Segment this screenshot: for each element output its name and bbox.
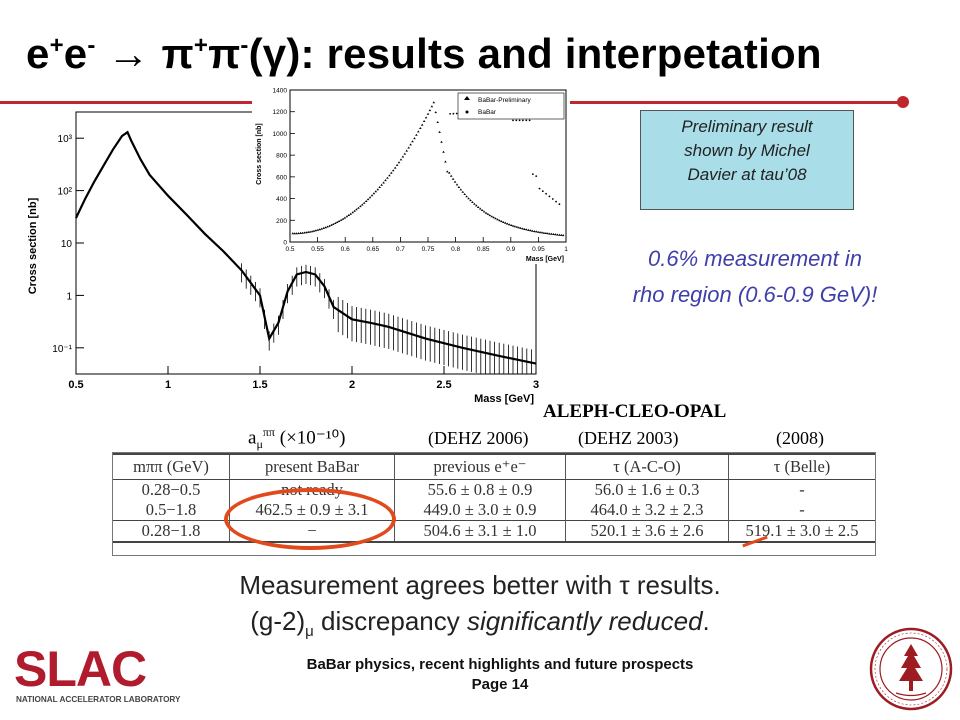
inset-plot-xtick-label: 0.5 — [285, 246, 294, 253]
title-rule-dot — [897, 96, 909, 108]
inset-legend-entry-2: BaBar — [478, 109, 497, 116]
table-header-row: mππ (GeV) present BaBar previous e⁺e⁻ τ … — [113, 453, 875, 480]
table-cell: 464.0 ± 3.2 ± 2.3 — [565, 500, 729, 521]
table-cell: 520.1 ± 3.6 ± 2.6 — [565, 520, 729, 543]
preliminary-note-line-2: shown by Michel — [684, 141, 810, 160]
inset-plot-ytick-label: 0 — [283, 240, 287, 247]
inset-plot-ytick-label: 600 — [276, 174, 287, 181]
inset-plot-xtick-label: 1 — [564, 246, 568, 253]
inset-plot-ytick-label: 1000 — [273, 131, 288, 138]
inset-plot-xtick-label: 0.55 — [311, 246, 324, 253]
table-cell: 0.5−1.8 — [145, 500, 197, 519]
table-row: 0.28−0.5 not ready 55.6 ± 0.8 ± 0.9 56.0… — [113, 479, 875, 500]
inset-plot-xtick-label: 0.75 — [422, 246, 435, 253]
table-header: τ (Belle) — [728, 453, 875, 480]
footer-title: BaBar physics, recent highlights and fut… — [306, 656, 694, 673]
inset-plot-ylabel: Cross section [nb] — [256, 123, 263, 184]
table-cell: - — [728, 479, 875, 500]
main-plot-ytick-label: 10² — [58, 187, 73, 198]
main-plot-ytick-label: 10⁻¹ — [52, 344, 72, 355]
inset-plot-ytick-label: 1200 — [273, 109, 288, 116]
stanford-seal-icon — [869, 627, 953, 711]
inset-plot-xtick-label: 0.85 — [477, 246, 490, 253]
table-cell: 519.1 ± 3.0 ± 2.5 — [728, 520, 875, 543]
measurement-highlight: 0.6% measurement in rho region (0.6-0.9 … — [560, 241, 950, 313]
main-plot-xlabel: Mass [GeV] — [474, 393, 534, 405]
table-header: present BaBar — [229, 453, 395, 480]
colhdr-2008: (2008) — [776, 428, 824, 448]
slac-logo: SLAC NATIONAL ACCELERATOR LABORATORY — [14, 642, 181, 704]
table-cell: 55.6 ± 0.8 ± 0.9 — [394, 479, 566, 500]
main-plot-xtick-label: 0.5 — [68, 379, 83, 391]
inset-cross-section-plot: 0.5 0.55 0.6 0.65 0.7 0.75 0.8 0.85 0.9 0.95 1 0 20… — [252, 84, 568, 264]
table-cell: 449.0 ± 3.0 ± 0.9 — [394, 500, 566, 521]
inset-legend: BaBar-Preliminary BaBar — [457, 92, 565, 120]
highlight-line-1: 0.6% measurement in — [648, 246, 862, 271]
colhdr-dehz-2006: (DEHZ 2006) — [428, 428, 529, 448]
title-rule-right — [570, 101, 900, 104]
inset-plot-xlabel: Mass [GeV] — [526, 256, 564, 263]
inset-plot-xtick-label: 0.7 — [396, 246, 405, 253]
babar-result-ellipse — [224, 488, 396, 550]
preliminary-note-line-1: Preliminary result — [681, 117, 813, 136]
results-table: mππ (GeV) present BaBar previous e⁺e⁻ τ … — [112, 452, 876, 556]
main-plot-ytick-label: 10 — [61, 239, 73, 250]
highlight-line-2: rho region (0.6-0.9 GeV)! — [632, 282, 878, 307]
main-plot-ytick-label: 1 — [66, 291, 72, 302]
table-header: previous e⁺e⁻ — [394, 453, 566, 480]
main-plot-ytick-label: 10³ — [58, 134, 73, 145]
inset-plot-xtick-label: 0.9 — [506, 246, 515, 253]
conclusion-line-2: (g-2)μ discrepancy significantly reduced… — [250, 606, 710, 641]
preliminary-note: Preliminary result shown by Michel Davie… — [640, 110, 854, 210]
inset-plot-xtick-label: 0.6 — [341, 246, 350, 253]
table-cell: - — [728, 500, 875, 521]
table-header: τ (A-C-O) — [565, 453, 729, 480]
main-plot-xtick-label: 1 — [165, 379, 171, 391]
inset-plot-ytick-label: 1400 — [273, 88, 288, 95]
inset-plot-xtick-label: 0.65 — [366, 246, 379, 253]
table-cell: 56.0 ± 1.6 ± 0.3 — [565, 479, 729, 500]
table-cell: 504.6 ± 3.1 ± 1.0 — [394, 520, 566, 543]
colhdr-dehz-2003: (DEHZ 2003) — [578, 428, 679, 448]
table-cell: 0.28−0.5 — [141, 480, 201, 499]
aleph-cleo-opal-label: ALEPH-CLEO-OPAL — [543, 401, 727, 422]
main-cross-section-plot: 0.5 1 1.5 2 2.5 3 10³ 10² 10 1 10⁻¹ Cross section… — [27, 111, 539, 405]
main-plot-ylabel: Cross section [nb] — [27, 197, 39, 294]
slide-title: e+e- → π+π-(γ): results and interpetatio… — [26, 30, 822, 77]
inset-plot-xtick-label: 0.95 — [532, 246, 545, 253]
inset-plot-ytick-label: 800 — [276, 153, 287, 160]
table-header: mππ (GeV) — [113, 453, 230, 480]
main-plot-xtick-label: 1.5 — [252, 379, 267, 391]
main-plot-xtick-label: 2 — [349, 379, 355, 391]
preliminary-note-line-3: Davier at tau’08 — [687, 165, 807, 184]
title-rule-left — [0, 101, 262, 104]
inset-plot-ytick-label: 400 — [276, 196, 287, 203]
conclusion-line-1: Measurement agrees better with τ results… — [239, 570, 721, 600]
inset-legend-entry-1: BaBar-Preliminary — [478, 97, 531, 104]
inset-plot-xtick-label: 0.8 — [451, 246, 460, 253]
main-plot-xtick-label: 2.5 — [436, 379, 451, 391]
amu-label: aμππ (×10⁻¹⁰) — [248, 425, 346, 452]
inset-plot-ytick-label: 200 — [276, 218, 287, 225]
slac-logo-subtitle: NATIONAL ACCELERATOR LABORATORY — [16, 695, 181, 704]
main-plot-xtick-label: 3 — [533, 379, 539, 391]
footer-page-number: Page 14 — [471, 676, 529, 693]
slac-logo-text: SLAC — [14, 642, 146, 697]
table-cell: 0.28−1.8 — [113, 520, 230, 543]
